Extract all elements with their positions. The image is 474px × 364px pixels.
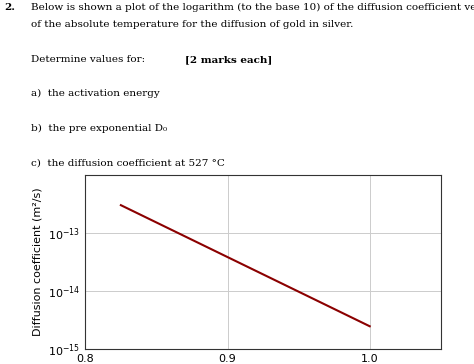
Y-axis label: Diffusion coefficient (m²/s): Diffusion coefficient (m²/s) [33,188,43,336]
Text: [2 marks each]: [2 marks each] [185,55,272,64]
Text: Below is shown a plot of the logarithm (to the base 10) of the diffusion coeffic: Below is shown a plot of the logarithm (… [31,3,474,12]
Text: b)  the pre exponential D₀: b) the pre exponential D₀ [31,124,167,133]
Text: of the absolute temperature for the diffusion of gold in silver.: of the absolute temperature for the diff… [31,20,353,29]
Text: c)  the diffusion coefficient at 527 °C: c) the diffusion coefficient at 527 °C [31,158,225,167]
Text: Determine values for:: Determine values for: [31,55,148,64]
Text: a)  the activation energy: a) the activation energy [31,89,160,98]
Text: 2.: 2. [5,3,16,12]
